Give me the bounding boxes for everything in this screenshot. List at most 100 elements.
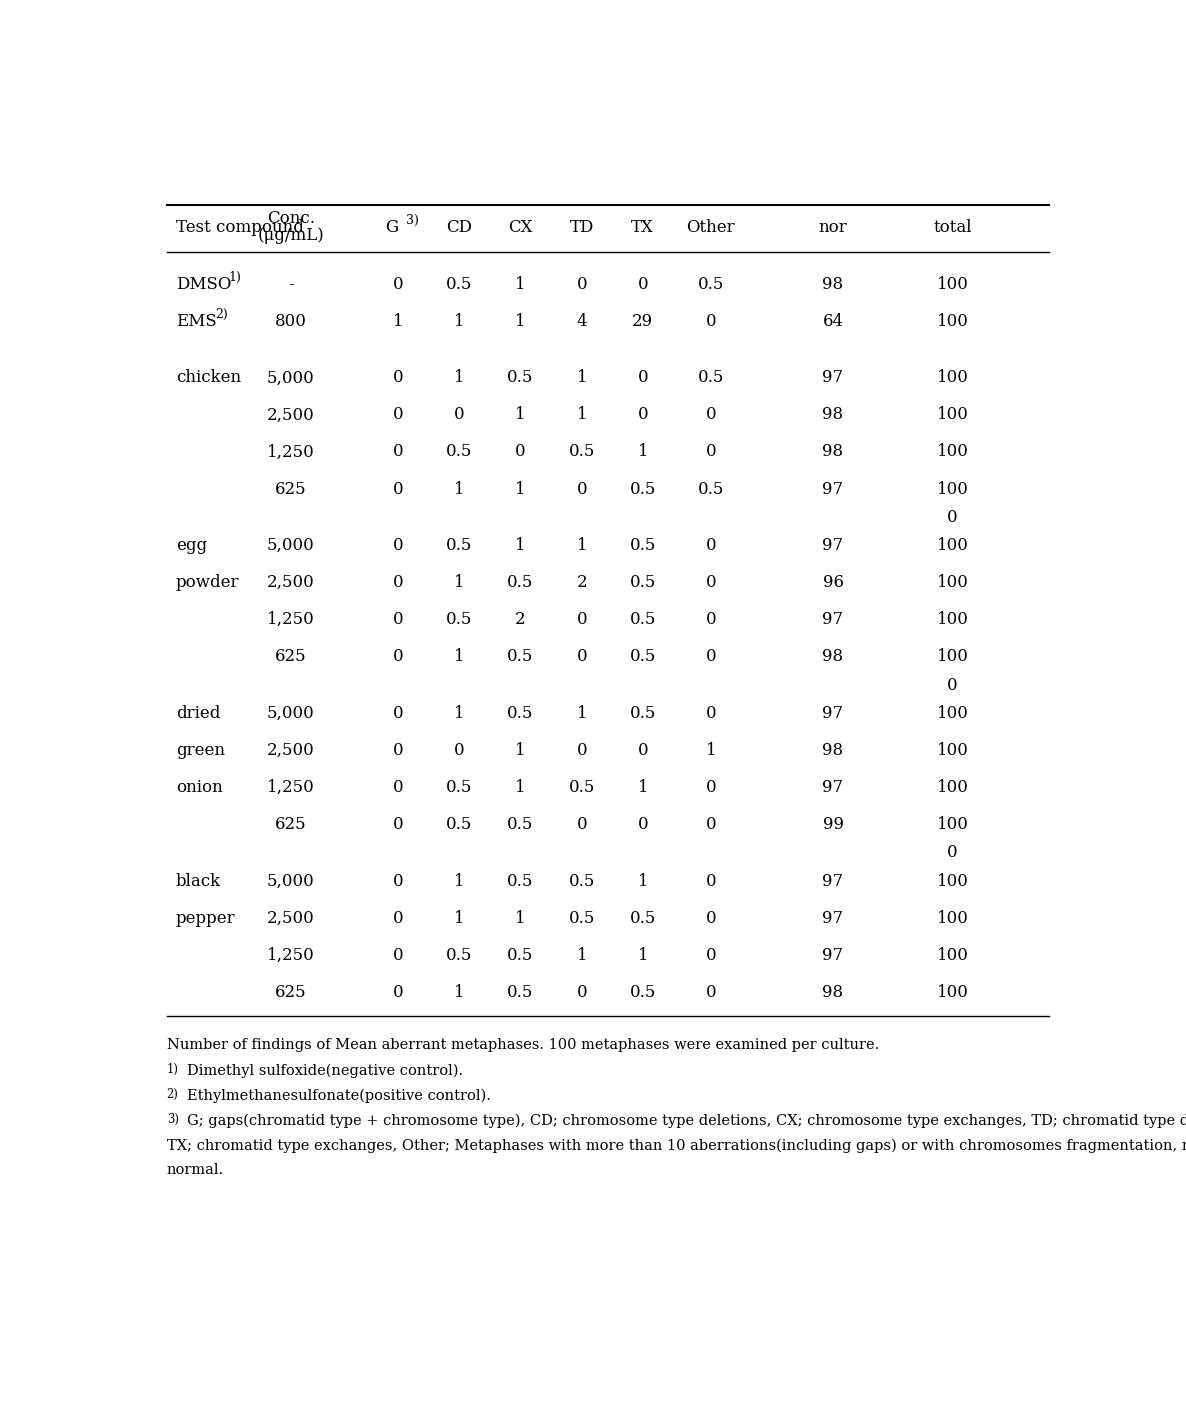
Text: TX; chromatid type exchanges, Other; Metaphases with more than 10 aberrations(in: TX; chromatid type exchanges, Other; Met… <box>166 1139 1186 1153</box>
Text: 100: 100 <box>937 481 969 498</box>
Text: 98: 98 <box>822 276 843 293</box>
Text: 1: 1 <box>453 481 464 498</box>
Text: 2): 2) <box>216 308 228 321</box>
Text: 1,250: 1,250 <box>267 947 314 964</box>
Text: 0: 0 <box>576 481 587 498</box>
Text: 5,000: 5,000 <box>267 873 314 890</box>
Text: 0: 0 <box>393 780 403 797</box>
Text: 1: 1 <box>576 705 587 722</box>
Text: 0.5: 0.5 <box>630 538 656 555</box>
Text: 100: 100 <box>937 369 969 386</box>
Text: 97: 97 <box>822 369 843 386</box>
Text: 4: 4 <box>576 313 587 330</box>
Text: egg: egg <box>176 538 206 555</box>
Text: 2,500: 2,500 <box>267 741 314 758</box>
Text: 1: 1 <box>453 983 464 1000</box>
Text: 0: 0 <box>393 648 403 665</box>
Text: 0: 0 <box>393 481 403 498</box>
Text: 5,000: 5,000 <box>267 538 314 555</box>
Text: CD: CD <box>446 218 472 235</box>
Text: 625: 625 <box>275 648 306 665</box>
Text: 0.5: 0.5 <box>630 705 656 722</box>
Text: 0.5: 0.5 <box>508 369 534 386</box>
Text: 0.5: 0.5 <box>508 574 534 591</box>
Text: (μg/mL): (μg/mL) <box>257 226 324 243</box>
Text: 97: 97 <box>822 611 843 628</box>
Text: 0: 0 <box>948 509 958 526</box>
Text: 0.5: 0.5 <box>630 983 656 1000</box>
Text: Number of findings of Mean aberrant metaphases. 100 metaphases were examined per: Number of findings of Mean aberrant meta… <box>166 1039 879 1053</box>
Text: 100: 100 <box>937 406 969 423</box>
Text: 100: 100 <box>937 983 969 1000</box>
Text: 1: 1 <box>393 313 403 330</box>
Text: 98: 98 <box>822 443 843 460</box>
Text: 1: 1 <box>515 780 525 797</box>
Text: 0: 0 <box>393 406 403 423</box>
Text: Dimethyl sulfoxide(negative control).: Dimethyl sulfoxide(negative control). <box>187 1063 463 1078</box>
Text: 0: 0 <box>576 741 587 758</box>
Text: 98: 98 <box>822 983 843 1000</box>
Text: 0.5: 0.5 <box>630 648 656 665</box>
Text: 3): 3) <box>406 214 419 226</box>
Text: G: G <box>385 218 398 235</box>
Text: 97: 97 <box>822 947 843 964</box>
Text: 0: 0 <box>706 983 716 1000</box>
Text: 1: 1 <box>453 910 464 927</box>
Text: 1: 1 <box>576 947 587 964</box>
Text: 0: 0 <box>393 910 403 927</box>
Text: 1: 1 <box>453 574 464 591</box>
Text: 0.5: 0.5 <box>697 276 723 293</box>
Text: pepper: pepper <box>176 910 236 927</box>
Text: TD: TD <box>570 218 594 235</box>
Text: 100: 100 <box>937 873 969 890</box>
Text: 29: 29 <box>632 313 653 330</box>
Text: 97: 97 <box>822 538 843 555</box>
Text: G; gaps(chromatid type + chromosome type), CD; chromosome type deletions, CX; ch: G; gaps(chromatid type + chromosome type… <box>187 1114 1186 1128</box>
Text: 0.5: 0.5 <box>569 873 595 890</box>
Text: nor: nor <box>818 218 847 235</box>
Text: 0: 0 <box>576 983 587 1000</box>
Text: 0: 0 <box>948 845 958 862</box>
Text: 0: 0 <box>637 406 648 423</box>
Text: 0: 0 <box>637 816 648 833</box>
Text: 1: 1 <box>576 406 587 423</box>
Text: 1: 1 <box>453 313 464 330</box>
Text: 1: 1 <box>706 741 716 758</box>
Text: 1,250: 1,250 <box>267 780 314 797</box>
Text: 0.5: 0.5 <box>569 910 595 927</box>
Text: 0.5: 0.5 <box>630 611 656 628</box>
Text: Other: Other <box>687 218 735 235</box>
Text: 1: 1 <box>515 481 525 498</box>
Text: 0: 0 <box>393 873 403 890</box>
Text: 100: 100 <box>937 910 969 927</box>
Text: 1: 1 <box>515 538 525 555</box>
Text: 0.5: 0.5 <box>508 816 534 833</box>
Text: 0.5: 0.5 <box>569 443 595 460</box>
Text: 98: 98 <box>822 648 843 665</box>
Text: 0.5: 0.5 <box>697 481 723 498</box>
Text: DMSO: DMSO <box>176 276 231 293</box>
Text: Test compound: Test compound <box>176 218 304 235</box>
Text: 0: 0 <box>393 741 403 758</box>
Text: 1): 1) <box>166 1063 179 1077</box>
Text: 5,000: 5,000 <box>267 369 314 386</box>
Text: 1: 1 <box>637 873 648 890</box>
Text: 2: 2 <box>576 574 587 591</box>
Text: 0: 0 <box>393 705 403 722</box>
Text: 2): 2) <box>166 1088 179 1101</box>
Text: 0: 0 <box>393 983 403 1000</box>
Text: EMS: EMS <box>176 313 217 330</box>
Text: 0: 0 <box>576 276 587 293</box>
Text: 0: 0 <box>706 780 716 797</box>
Text: 800: 800 <box>275 313 307 330</box>
Text: 1: 1 <box>637 780 648 797</box>
Text: 97: 97 <box>822 873 843 890</box>
Text: 1: 1 <box>453 873 464 890</box>
Text: 1: 1 <box>637 947 648 964</box>
Text: 99: 99 <box>823 816 843 833</box>
Text: 100: 100 <box>937 780 969 797</box>
Text: 0: 0 <box>393 538 403 555</box>
Text: black: black <box>176 873 221 890</box>
Text: 0.5: 0.5 <box>569 780 595 797</box>
Text: 100: 100 <box>937 574 969 591</box>
